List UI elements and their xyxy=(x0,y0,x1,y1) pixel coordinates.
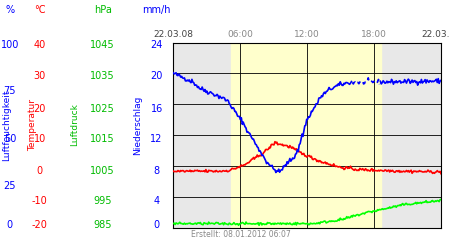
Text: hPa: hPa xyxy=(94,5,112,15)
Text: 06:00: 06:00 xyxy=(227,30,253,39)
Text: 24: 24 xyxy=(150,40,163,50)
Text: 22.03.08: 22.03.08 xyxy=(421,30,450,39)
Text: 12: 12 xyxy=(150,134,163,144)
Text: 995: 995 xyxy=(93,196,112,206)
Text: 1015: 1015 xyxy=(90,134,115,144)
Text: 16: 16 xyxy=(150,104,163,114)
Text: 25: 25 xyxy=(4,181,16,191)
Text: 4: 4 xyxy=(153,196,160,206)
Text: 0: 0 xyxy=(7,220,13,230)
Text: mm/h: mm/h xyxy=(142,5,171,15)
Text: 1045: 1045 xyxy=(90,40,115,50)
Text: -20: -20 xyxy=(32,220,48,230)
Text: 100: 100 xyxy=(1,40,19,50)
Text: 8: 8 xyxy=(153,166,160,176)
Text: 50: 50 xyxy=(4,134,16,144)
Text: Luftfeuchtigkeit: Luftfeuchtigkeit xyxy=(2,89,11,161)
Bar xyxy=(231,42,381,228)
Text: Luftdruck: Luftdruck xyxy=(70,104,79,146)
Text: Temperatur: Temperatur xyxy=(28,99,37,151)
Text: 18:00: 18:00 xyxy=(361,30,387,39)
Text: -10: -10 xyxy=(32,196,47,206)
Text: 0: 0 xyxy=(153,220,160,230)
Text: %: % xyxy=(5,5,14,15)
Text: 0: 0 xyxy=(36,166,43,176)
Text: 985: 985 xyxy=(93,220,112,230)
Text: 1035: 1035 xyxy=(90,71,115,81)
Text: Erstellt: 08.01.2012 06:07: Erstellt: 08.01.2012 06:07 xyxy=(191,230,291,239)
Text: 20: 20 xyxy=(150,71,163,81)
Text: 20: 20 xyxy=(33,104,46,114)
Text: 12:00: 12:00 xyxy=(294,30,320,39)
Text: 10: 10 xyxy=(33,134,46,144)
Text: 1005: 1005 xyxy=(90,166,115,176)
Text: 22.03.08: 22.03.08 xyxy=(153,30,193,39)
Text: 40: 40 xyxy=(33,40,46,50)
Text: 30: 30 xyxy=(33,71,46,81)
Text: 75: 75 xyxy=(4,86,16,96)
Text: Niederschlag: Niederschlag xyxy=(133,95,142,155)
Text: 1025: 1025 xyxy=(90,104,115,114)
Text: °C: °C xyxy=(34,5,45,15)
